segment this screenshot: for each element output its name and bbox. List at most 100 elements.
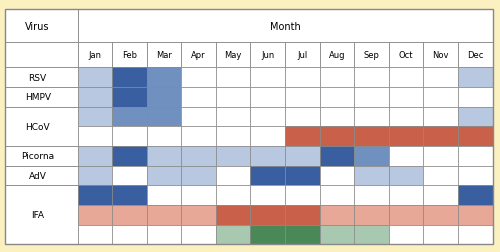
Bar bbox=[458, 205, 492, 225]
Bar bbox=[216, 186, 250, 205]
Text: Aug: Aug bbox=[328, 51, 345, 60]
Text: Apr: Apr bbox=[191, 51, 206, 60]
Bar bbox=[146, 186, 181, 205]
Bar bbox=[320, 88, 354, 107]
Bar bbox=[354, 146, 389, 166]
Text: Jul: Jul bbox=[297, 51, 308, 60]
Bar bbox=[285, 68, 320, 88]
Bar bbox=[216, 68, 250, 88]
Bar bbox=[112, 166, 146, 186]
Bar bbox=[424, 205, 458, 225]
Bar bbox=[389, 186, 424, 205]
Bar bbox=[458, 68, 492, 88]
Bar bbox=[354, 205, 389, 225]
Bar bbox=[389, 225, 424, 244]
Bar bbox=[146, 146, 181, 166]
Bar bbox=[5, 166, 78, 186]
Bar bbox=[458, 146, 492, 166]
Bar bbox=[250, 225, 285, 244]
Text: Month: Month bbox=[270, 21, 300, 32]
Text: Sep: Sep bbox=[364, 51, 380, 60]
Bar bbox=[78, 10, 492, 43]
Bar bbox=[78, 225, 112, 244]
Text: Nov: Nov bbox=[432, 51, 449, 60]
Bar bbox=[320, 68, 354, 88]
Bar bbox=[5, 10, 78, 43]
Bar bbox=[389, 68, 424, 88]
Bar bbox=[5, 146, 78, 166]
Text: HMPV: HMPV bbox=[24, 93, 50, 102]
Text: May: May bbox=[224, 51, 242, 60]
Bar bbox=[216, 107, 250, 127]
Bar bbox=[146, 107, 181, 127]
Bar bbox=[146, 166, 181, 186]
Text: Picorna: Picorna bbox=[21, 152, 54, 161]
Bar bbox=[78, 186, 112, 205]
Bar bbox=[424, 43, 458, 68]
Bar bbox=[216, 43, 250, 68]
Bar bbox=[146, 127, 181, 146]
Bar bbox=[285, 88, 320, 107]
Bar bbox=[78, 107, 112, 127]
Bar bbox=[424, 127, 458, 146]
Bar bbox=[250, 107, 285, 127]
Text: Feb: Feb bbox=[122, 51, 137, 60]
Bar bbox=[389, 127, 424, 146]
Text: Dec: Dec bbox=[467, 51, 483, 60]
Bar bbox=[458, 225, 492, 244]
Bar bbox=[458, 43, 492, 68]
Bar bbox=[182, 43, 216, 68]
Bar bbox=[458, 127, 492, 146]
Bar bbox=[112, 107, 146, 127]
Bar bbox=[182, 146, 216, 166]
Bar bbox=[112, 88, 146, 107]
Bar bbox=[112, 127, 146, 146]
Bar bbox=[458, 166, 492, 186]
Bar bbox=[112, 225, 146, 244]
Bar bbox=[250, 88, 285, 107]
Bar bbox=[389, 88, 424, 107]
Bar bbox=[320, 166, 354, 186]
Bar bbox=[285, 127, 320, 146]
Bar bbox=[354, 166, 389, 186]
Bar bbox=[424, 88, 458, 107]
Bar bbox=[250, 186, 285, 205]
Bar bbox=[285, 166, 320, 186]
Bar bbox=[250, 166, 285, 186]
Bar bbox=[112, 146, 146, 166]
Bar bbox=[389, 107, 424, 127]
Bar bbox=[216, 166, 250, 186]
Bar bbox=[182, 127, 216, 146]
Bar bbox=[285, 43, 320, 68]
Bar bbox=[320, 127, 354, 146]
Bar bbox=[146, 68, 181, 88]
Bar bbox=[5, 88, 78, 107]
Bar bbox=[320, 205, 354, 225]
Bar bbox=[182, 166, 216, 186]
Bar bbox=[216, 146, 250, 166]
Bar bbox=[389, 205, 424, 225]
Bar bbox=[320, 225, 354, 244]
Bar bbox=[78, 205, 112, 225]
Bar bbox=[320, 146, 354, 166]
Text: IFA: IFA bbox=[31, 211, 44, 219]
Bar bbox=[354, 107, 389, 127]
Bar bbox=[216, 127, 250, 146]
Bar bbox=[5, 68, 78, 88]
Bar bbox=[216, 88, 250, 107]
Bar bbox=[146, 225, 181, 244]
Bar bbox=[389, 43, 424, 68]
Bar bbox=[389, 166, 424, 186]
Bar bbox=[354, 225, 389, 244]
Bar bbox=[182, 88, 216, 107]
Bar bbox=[250, 68, 285, 88]
Bar bbox=[146, 205, 181, 225]
Bar bbox=[354, 127, 389, 146]
Bar bbox=[354, 88, 389, 107]
Text: Oct: Oct bbox=[399, 51, 413, 60]
Text: Virus: Virus bbox=[26, 21, 50, 32]
Bar bbox=[424, 225, 458, 244]
Bar bbox=[250, 43, 285, 68]
Text: AdV: AdV bbox=[28, 171, 46, 180]
Bar bbox=[5, 43, 78, 68]
